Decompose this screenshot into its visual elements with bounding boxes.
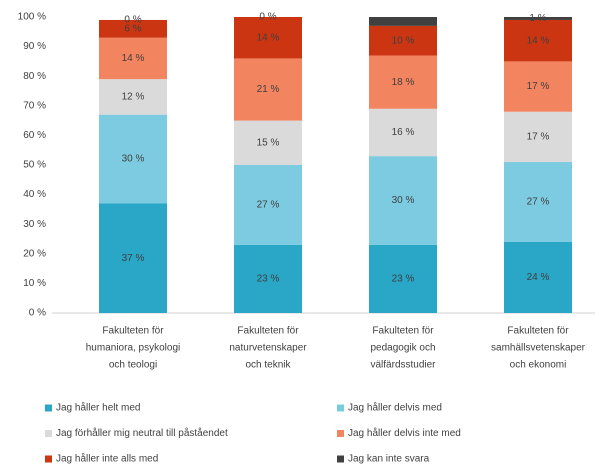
- data-label: 17 %: [527, 81, 550, 92]
- data-label: 30 %: [122, 154, 145, 165]
- bar-segment: [504, 111, 572, 163]
- legend-label: Jag kan inte svara: [348, 454, 430, 465]
- bar-segment: [99, 19, 167, 38]
- legend-swatch: [337, 404, 344, 412]
- data-label: 23 %: [257, 274, 280, 285]
- data-label: 3 %: [394, 16, 411, 27]
- data-label: 12 %: [122, 92, 145, 103]
- y-tick-label: 70 %: [23, 100, 46, 111]
- legend-label: Jag håller delvis inte med: [348, 427, 461, 439]
- data-label: 21 %: [257, 84, 280, 95]
- data-label: 18 %: [392, 77, 415, 88]
- legend-swatch: [45, 430, 52, 437]
- bar-segment: [99, 203, 167, 313]
- legend-swatch: [45, 404, 52, 412]
- y-tick-label: 90 %: [23, 41, 46, 52]
- data-label: 1 %: [529, 13, 546, 24]
- data-label: 37 %: [122, 253, 145, 264]
- y-tick-label: 50 %: [23, 160, 46, 171]
- bar-segment: [369, 17, 437, 26]
- bar-segment: [234, 58, 302, 121]
- x-tick-label: pedagogik och: [370, 343, 435, 354]
- bar-segment: [234, 244, 302, 313]
- legend-label: Jag håller inte alls med: [56, 453, 158, 465]
- bar-segment: [369, 55, 437, 109]
- data-label: 27 %: [527, 197, 550, 208]
- bar-segment: [504, 17, 572, 20]
- x-tick-label: Fakulteten för: [237, 326, 299, 337]
- bar-segment: [234, 17, 302, 59]
- bar-segment: [234, 165, 302, 245]
- y-tick-label: 10 %: [23, 278, 46, 289]
- data-label: 27 %: [257, 200, 280, 211]
- legend-swatch: [337, 455, 344, 463]
- bar-segment: [504, 19, 572, 62]
- bar-segment: [504, 162, 572, 242]
- data-label: 14 %: [527, 35, 550, 46]
- bar-segment: [99, 114, 167, 204]
- y-tick-label: 80 %: [23, 71, 46, 82]
- data-label: 10 %: [392, 35, 415, 46]
- y-tick-label: 20 %: [23, 248, 46, 259]
- legend-label: Jag håller delvis med: [348, 402, 442, 414]
- legend-swatch: [45, 455, 52, 463]
- y-tick-label: 60 %: [23, 130, 46, 141]
- bar-segment: [369, 244, 437, 313]
- bar-segment: [234, 120, 302, 165]
- y-tick-label: 100 %: [18, 12, 46, 23]
- data-label: 24 %: [527, 272, 550, 283]
- bar-segment: [504, 241, 572, 313]
- data-label: 15 %: [257, 137, 280, 148]
- bar-segment: [369, 156, 437, 245]
- data-label: 14 %: [257, 32, 280, 43]
- bar-segment: [99, 37, 167, 80]
- data-label: 23 %: [392, 274, 415, 285]
- x-tick-label: humaniora, psykologi: [86, 343, 181, 354]
- x-tick-label: och ekonomi: [510, 360, 567, 371]
- x-tick-label: och teknik: [245, 360, 291, 371]
- bar-segment: [99, 79, 167, 115]
- y-tick-label: 40 %: [23, 189, 46, 200]
- x-tick-label: Fakulteten för: [102, 326, 164, 337]
- legend-swatch: [337, 430, 344, 437]
- x-tick-label: Fakulteten för: [507, 326, 569, 337]
- data-label: 0 %: [259, 12, 276, 23]
- legend-label: Jag håller helt med: [56, 402, 141, 414]
- x-tick-label: naturvetenskaper: [229, 343, 307, 354]
- x-tick-label: och teologi: [109, 360, 157, 371]
- x-tick-label: Fakulteten för: [372, 326, 434, 337]
- data-label: 0 %: [124, 15, 141, 26]
- x-tick-label: samhällsvetenskaper: [491, 343, 586, 354]
- data-label: 16 %: [392, 127, 415, 138]
- bar-segment: [369, 25, 437, 56]
- y-tick-label: 0 %: [29, 308, 46, 319]
- data-label: 14 %: [122, 53, 145, 64]
- data-label: 30 %: [392, 195, 415, 206]
- x-tick-label: välfärdsstudier: [370, 360, 436, 371]
- bar-segment: [504, 61, 572, 112]
- data-label: 6 %: [124, 23, 141, 34]
- y-tick-label: 30 %: [23, 219, 46, 230]
- data-label: 17 %: [527, 132, 550, 143]
- bar-segment: [369, 108, 437, 157]
- legend-label: Jag förhåller mig neutral till påstående…: [56, 427, 228, 439]
